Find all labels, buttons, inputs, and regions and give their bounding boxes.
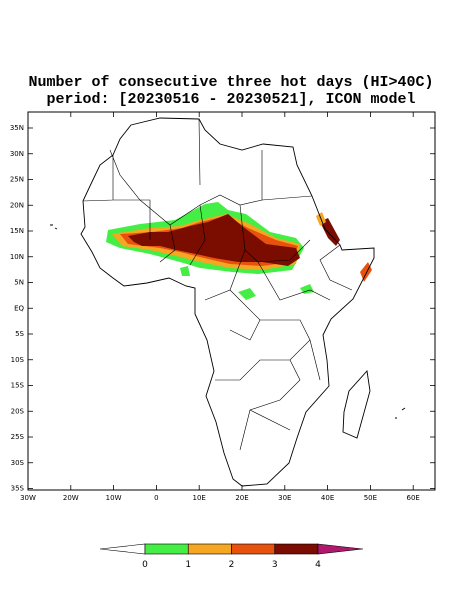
map-frame <box>27 111 436 491</box>
lon-label: 50E <box>364 494 377 502</box>
colorbar-label: 3 <box>272 560 278 570</box>
lat-label: 5S <box>15 330 24 338</box>
lon-label: 10W <box>106 494 122 502</box>
axis-ticks: 35N 30N 25N 20N 15N 10N 5N EQ 5S 10S 15S 20S 25S 30S 3… <box>10 112 435 502</box>
coastlines <box>50 117 406 487</box>
lat-label: 5N <box>14 279 24 287</box>
lon-label: 30E <box>278 494 291 502</box>
country-borders <box>82 118 353 451</box>
title-line-1: Number of consecutive three hot days (HI… <box>28 74 433 91</box>
lat-label: 10S <box>11 356 25 364</box>
colorbar-segment <box>187 543 232 555</box>
lat-label: 15S <box>11 382 25 390</box>
colorbar-label: 1 <box>185 560 191 570</box>
lat-label: 15N <box>10 227 24 235</box>
lat-label: 25S <box>11 433 25 441</box>
lon-label: 20W <box>63 494 79 502</box>
colorbar-label: 2 <box>229 560 235 570</box>
lat-label: 30S <box>11 459 25 467</box>
lon-label: 60E <box>407 494 420 502</box>
lon-label: 30W <box>20 494 36 502</box>
colorbar-segment <box>274 543 319 555</box>
lat-label: 35N <box>10 124 24 132</box>
lat-label: 20S <box>11 407 25 415</box>
lat-label: 35S <box>11 485 25 493</box>
lon-label: 0 <box>154 494 158 502</box>
lon-label: 40E <box>321 494 334 502</box>
lat-label: EQ <box>14 304 24 312</box>
colorbar-under <box>99 543 146 555</box>
colorbar-segment <box>231 543 276 555</box>
lat-label: 20N <box>10 201 24 209</box>
lon-label: 20E <box>235 494 248 502</box>
colorbar-label: 0 <box>142 560 148 570</box>
lon-label: 10E <box>193 494 206 502</box>
colorbar-segment <box>144 543 189 555</box>
colorbar-label: 4 <box>315 560 321 570</box>
lat-label: 10N <box>10 253 24 261</box>
title-line-2: period: [20230516 - 20230521], ICON mode… <box>46 91 415 108</box>
lat-label: 25N <box>10 176 24 184</box>
colorbar: 0 1 2 3 4 <box>99 543 364 570</box>
colorbar-over <box>317 543 364 555</box>
lat-label: 30N <box>10 150 24 158</box>
